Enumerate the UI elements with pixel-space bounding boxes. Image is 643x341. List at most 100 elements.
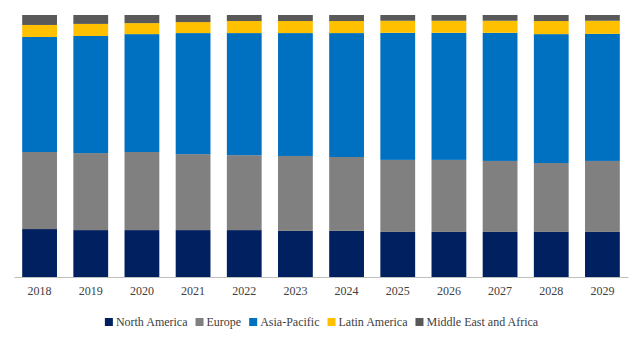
legend: North America Europe Asia-Pacific Latin Ame… <box>105 315 539 329</box>
bar <box>380 33 415 160</box>
tick: 2029 <box>590 277 614 298</box>
bar <box>585 15 620 21</box>
bar <box>227 155 262 230</box>
tick-label: 2024 <box>335 284 359 298</box>
tick: 2028 <box>539 277 563 298</box>
legend-label: North America <box>116 315 188 329</box>
bar <box>125 34 160 152</box>
tick: 2026 <box>437 277 461 298</box>
tick-label: 2021 <box>181 284 205 298</box>
bar <box>227 15 262 21</box>
bar <box>278 156 313 231</box>
x-axis: 2018201920202021202220232024202520262027… <box>15 277 629 298</box>
tick: 2024 <box>335 277 359 298</box>
bar <box>176 230 211 277</box>
tick-label: 2023 <box>283 284 307 298</box>
bar <box>432 21 467 33</box>
bar <box>278 231 313 277</box>
bar <box>176 154 211 230</box>
legend-swatch <box>328 318 336 326</box>
tick-label: 2026 <box>437 284 461 298</box>
bar <box>73 15 108 24</box>
bar <box>329 21 364 33</box>
bar <box>176 33 211 154</box>
bar <box>22 229 57 277</box>
bar <box>534 21 569 34</box>
series-bars <box>22 152 620 232</box>
bar <box>22 152 57 229</box>
tick: 2021 <box>181 277 205 298</box>
tick-label: 2029 <box>590 284 614 298</box>
bar <box>22 37 57 152</box>
bar <box>585 21 620 34</box>
bar <box>432 232 467 277</box>
bar <box>483 33 518 161</box>
axis-line <box>15 277 629 278</box>
bar <box>73 24 108 36</box>
bar <box>585 232 620 277</box>
bar <box>73 153 108 230</box>
legend-label: Europe <box>207 315 242 329</box>
tick: 2018 <box>28 277 52 298</box>
bar <box>125 15 160 23</box>
tick-label: 2027 <box>488 284 512 298</box>
bar <box>176 15 211 22</box>
legend-item: Europe <box>196 315 242 329</box>
bar <box>585 34 620 161</box>
bar <box>534 163 569 232</box>
bar <box>534 34 569 163</box>
bar <box>22 25 57 37</box>
tick: 2023 <box>283 277 307 298</box>
bar <box>432 33 467 160</box>
bar <box>278 15 313 21</box>
tick-label: 2028 <box>539 284 563 298</box>
bar <box>380 15 415 21</box>
bar <box>483 21 518 33</box>
legend-label: Latin America <box>339 315 409 329</box>
bar <box>22 15 57 25</box>
legend-label: Middle East and Africa <box>426 315 538 329</box>
bar <box>227 230 262 277</box>
bar <box>329 33 364 157</box>
tick-label: 2025 <box>386 284 410 298</box>
bar <box>125 230 160 277</box>
bar <box>483 15 518 21</box>
tick-label: 2019 <box>79 284 103 298</box>
bars <box>22 15 620 277</box>
chart: 2018201920202021202220232024202520262027… <box>0 0 643 341</box>
tick: 2027 <box>488 277 512 298</box>
bar <box>125 23 160 34</box>
bar <box>176 22 211 33</box>
legend-item: Asia-Pacific <box>249 315 319 329</box>
legend-item: Latin America <box>328 315 409 329</box>
series-bars <box>22 229 620 277</box>
bar <box>329 231 364 277</box>
legend-item: Middle East and Africa <box>415 315 538 329</box>
bar <box>380 232 415 277</box>
legend-label: Asia-Pacific <box>260 315 319 329</box>
bar <box>329 15 364 21</box>
bar <box>380 21 415 33</box>
bar <box>329 157 364 231</box>
legend-swatch <box>415 318 423 326</box>
legend-item: North America <box>105 315 188 329</box>
tick: 2019 <box>79 277 103 298</box>
legend-swatch <box>249 318 257 326</box>
series-bars <box>22 15 620 25</box>
bar <box>483 232 518 277</box>
bar <box>432 15 467 21</box>
tick: 2025 <box>386 277 410 298</box>
bar <box>534 232 569 277</box>
bar <box>278 21 313 33</box>
bar <box>73 230 108 277</box>
bar <box>534 15 569 21</box>
bar <box>585 161 620 232</box>
bar <box>73 36 108 153</box>
tick-label: 2018 <box>28 284 52 298</box>
legend-swatch <box>105 318 113 326</box>
legend-swatch <box>196 318 204 326</box>
series-bars <box>22 33 620 163</box>
tick: 2020 <box>130 277 154 298</box>
plot-area: 2018201920202021202220232024202520262027… <box>15 15 629 298</box>
bar <box>227 33 262 155</box>
